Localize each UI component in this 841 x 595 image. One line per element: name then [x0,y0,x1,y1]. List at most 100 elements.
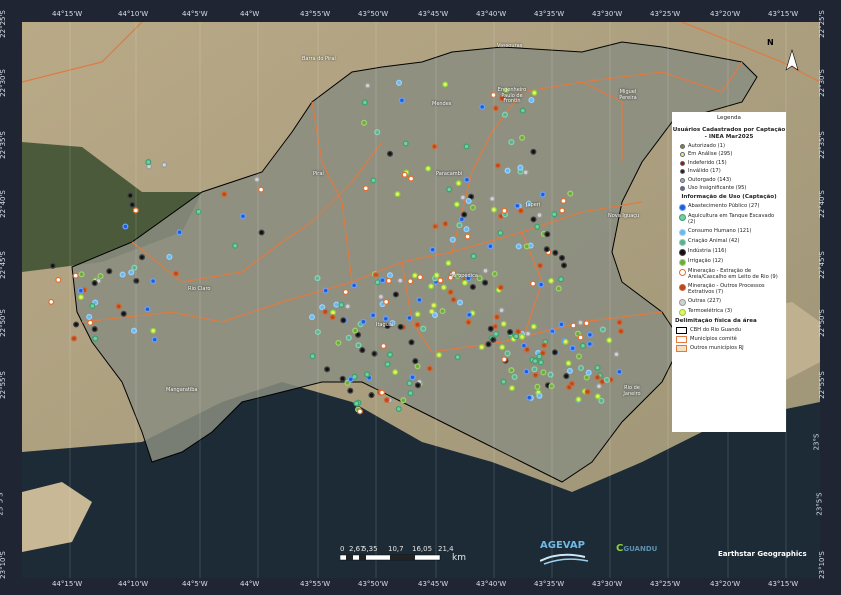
user-point[interactable] [575,353,583,360]
user-point[interactable] [577,364,585,372]
user-point[interactable] [482,279,489,286]
user-point[interactable] [450,296,457,303]
user-point[interactable] [570,322,577,329]
user-point[interactable] [494,162,501,169]
user-point[interactable] [195,208,202,215]
user-point[interactable] [599,326,606,333]
user-point[interactable] [585,369,592,376]
user-point[interactable] [541,342,548,349]
user-point[interactable] [547,371,554,378]
user-point[interactable] [562,338,569,345]
user-point[interactable] [361,99,368,106]
user-point[interactable] [559,207,566,214]
user-point[interactable] [490,91,497,99]
user-point[interactable] [131,264,138,271]
user-point[interactable] [432,223,439,230]
user-point[interactable] [435,351,443,359]
user-point[interactable] [433,272,440,279]
user-point[interactable] [395,79,403,86]
user-point[interactable] [463,143,470,150]
user-point[interactable] [106,268,113,275]
user-point[interactable] [374,129,381,136]
user-point[interactable] [616,368,623,375]
user-point[interactable] [514,202,521,209]
user-point[interactable] [530,148,537,155]
user-point[interactable] [537,359,545,366]
user-point[interactable] [504,350,511,357]
user-point[interactable] [151,336,158,343]
user-point[interactable] [544,231,551,238]
user-point[interactable] [352,327,359,334]
user-point[interactable] [258,229,265,236]
user-point[interactable] [500,320,507,327]
user-point[interactable] [500,378,507,385]
user-point[interactable] [524,346,531,353]
user-point[interactable] [383,396,390,404]
user-point[interactable] [528,97,535,104]
user-point[interactable] [493,313,500,321]
user-point[interactable] [560,262,568,269]
user-point[interactable] [150,327,157,334]
user-point[interactable] [519,134,526,141]
user-point[interactable] [548,277,555,284]
user-point[interactable] [420,325,427,332]
user-point[interactable] [338,301,345,308]
user-point[interactable] [466,311,473,318]
user-point[interactable] [465,319,472,326]
user-point[interactable] [361,119,368,126]
user-point[interactable] [392,369,399,376]
user-point[interactable] [378,389,386,396]
user-point[interactable] [176,229,183,236]
user-point[interactable] [536,353,543,360]
user-point[interactable] [347,376,354,383]
user-point[interactable] [394,191,401,198]
user-point[interactable] [536,392,543,399]
user-point[interactable] [368,392,375,399]
user-point[interactable] [453,201,460,208]
user-point[interactable] [128,269,135,276]
user-point[interactable] [335,339,342,346]
user-point[interactable] [382,315,389,322]
user-point[interactable] [401,171,408,178]
user-point[interactable] [520,342,527,349]
user-point[interactable] [370,177,377,184]
user-point[interactable] [437,277,444,284]
user-point[interactable] [354,331,362,338]
user-point[interactable] [384,361,391,368]
user-point[interactable] [469,283,476,291]
user-point[interactable] [532,372,539,379]
user-point[interactable] [362,185,369,192]
user-point[interactable] [91,326,98,333]
user-point[interactable] [499,344,506,351]
user-point[interactable] [355,342,362,349]
user-point[interactable] [456,299,464,306]
user-point[interactable] [150,278,157,285]
user-point[interactable] [490,206,497,213]
user-point[interactable] [534,223,541,230]
user-point[interactable] [333,301,340,308]
user-point[interactable] [380,342,387,350]
user-point[interactable] [517,207,524,214]
user-point[interactable] [351,282,358,289]
user-point[interactable] [314,328,321,336]
user-point[interactable] [566,367,573,374]
user-point[interactable] [461,279,468,286]
user-point[interactable] [498,95,505,102]
user-point[interactable] [379,277,386,284]
user-point[interactable] [463,176,470,183]
user-point[interactable] [49,262,56,269]
user-point[interactable] [91,280,98,287]
user-point[interactable] [371,350,378,357]
user-point[interactable] [531,366,538,373]
user-point[interactable] [465,197,472,205]
user-point[interactable] [549,328,556,335]
user-point[interactable] [530,216,537,223]
user-point[interactable] [511,373,518,381]
user-point[interactable] [440,284,447,291]
user-point[interactable] [586,331,593,338]
user-point[interactable] [221,191,228,198]
user-point[interactable] [478,344,485,351]
user-point[interactable] [431,312,439,319]
user-point[interactable] [319,304,326,311]
user-point[interactable] [398,97,405,104]
